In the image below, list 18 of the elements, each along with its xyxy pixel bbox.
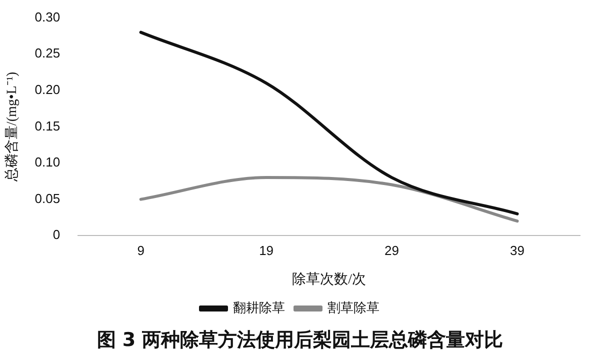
y-tick-label: 0.05 <box>34 190 60 206</box>
y-tick-label: 0.25 <box>34 46 60 61</box>
y-tick-label: 0.15 <box>34 118 60 134</box>
y-tick-label: 0.30 <box>34 9 60 24</box>
x-tick-label: 29 <box>384 242 400 258</box>
text: 图 3 两种除草方法使用后梨园土层总磷含量对比 <box>96 328 504 353</box>
line-series <box>139 176 519 223</box>
line-series <box>139 30 519 216</box>
y-tick-label: 0.20 <box>34 82 60 97</box>
y-tick-label: 0.10 <box>34 154 60 170</box>
x-tick-label: 19 <box>259 242 274 258</box>
y-tick-label: 0 <box>52 227 60 242</box>
y-axis-title: 总磷含量/(mg•L⁻¹) <box>4 71 20 183</box>
legend-label: 割草除草 <box>328 300 380 316</box>
x-tick-label: 9 <box>137 242 144 258</box>
x-tick-label: 39 <box>510 242 524 258</box>
x-axis-title: 除草次数/次 <box>292 271 366 288</box>
legend-label: 翻耕除草 <box>233 300 285 316</box>
